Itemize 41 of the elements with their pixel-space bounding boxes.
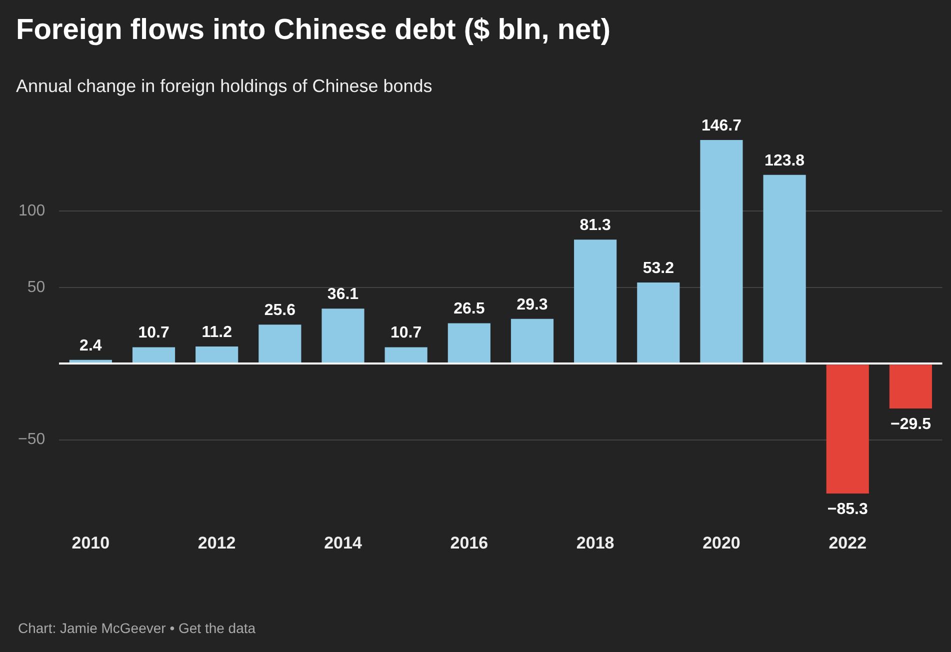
x-tick-label: 2020: [702, 533, 740, 552]
bar: [700, 140, 743, 363]
y-tick-label: 100: [18, 202, 46, 220]
x-tick-label: 2010: [72, 533, 110, 552]
data-label: 29.3: [516, 296, 548, 314]
bar: [196, 346, 238, 363]
bar: [322, 308, 364, 363]
data-label: 53.2: [642, 260, 674, 277]
y-tick-label: −50: [18, 431, 46, 448]
bar: [763, 174, 806, 363]
bar: [448, 323, 490, 363]
bar: [69, 360, 112, 363]
text: Chart: Jamie McGeever • Get the data: [18, 620, 256, 636]
bar: [826, 364, 869, 494]
bar: [510, 318, 554, 363]
data-label: 36.1: [327, 286, 359, 303]
y-tick-label: 50: [27, 278, 46, 296]
data-label: 146.7: [701, 117, 742, 134]
x-tick-label: 2016: [450, 533, 488, 552]
data-label: 2.4: [80, 337, 102, 354]
data-label: 10.7: [138, 324, 170, 342]
x-tick-label: 2014: [324, 533, 362, 552]
chart-subtitle: Annual change in foreign holdings of Chinese bonds: [16, 76, 432, 97]
bar: [132, 347, 176, 363]
bar: [889, 364, 932, 409]
data-label: 25.6: [264, 302, 296, 319]
bar: [574, 240, 617, 363]
data-label: 26.5: [454, 300, 485, 318]
bar: [258, 324, 302, 363]
data-label: 81.3: [580, 217, 611, 234]
data-label: 11.2: [202, 324, 232, 341]
data-label: −85.3: [827, 501, 868, 518]
data-label: 123.8: [764, 152, 805, 170]
bar: [637, 282, 680, 363]
bar: [384, 347, 428, 363]
data-label: −29.5: [890, 416, 932, 433]
x-tick-label: 2022: [828, 533, 867, 552]
chart-title: Foreign flows into Chinese debt ($ bln, net): [16, 14, 610, 47]
data-label: 10.7: [390, 324, 422, 342]
x-tick-label: 2018: [576, 533, 614, 552]
x-tick-label: 2012: [198, 533, 236, 552]
